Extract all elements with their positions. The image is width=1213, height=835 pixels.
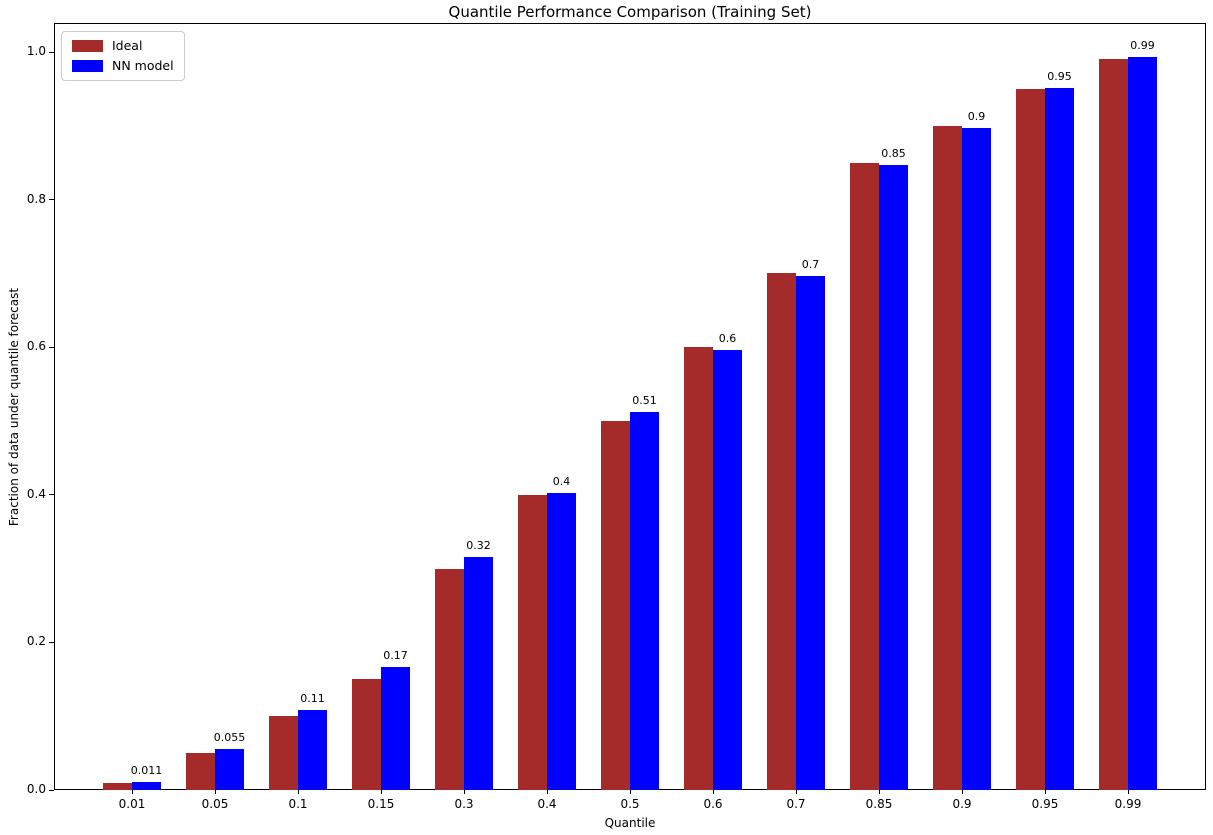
bar-value-label: 0.9 (967, 110, 986, 123)
bar-ideal (767, 273, 796, 790)
x-tick-mark (298, 790, 299, 794)
y-tick-label: 0.2 (26, 634, 46, 649)
bar-ideal (933, 126, 962, 790)
bar-value-label: 0.011 (130, 764, 163, 777)
x-tick-label: 0.1 (288, 797, 308, 811)
x-tick-mark (547, 790, 548, 794)
bar-value-label: 0.055 (213, 731, 246, 744)
y-tick-label: 0.8 (26, 191, 46, 206)
x-tick-mark (1128, 790, 1129, 794)
bar-value-label: 0.6 (718, 332, 737, 345)
bar-ideal (103, 783, 132, 790)
legend-item-ideal: Ideal (72, 39, 174, 53)
bar-value-label: 0.85 (881, 147, 906, 160)
chart-title: Quantile Performance Comparison (Trainin… (448, 3, 812, 21)
x-tick-label: 0.9 (952, 797, 972, 811)
bar-ideal (850, 163, 879, 790)
x-tick-label: 0.01 (118, 797, 146, 811)
x-tick-label: 0.4 (537, 797, 557, 811)
x-tick-mark (464, 790, 465, 794)
bar-value-label: 0.11 (300, 692, 325, 705)
bar-nn-model (464, 557, 493, 790)
x-tick-label: 0.99 (1114, 797, 1142, 811)
bar-nn-model (962, 128, 991, 790)
y-tick-label: 1.0 (26, 44, 46, 58)
y-axis-label: Fraction of data under quantile forecast (7, 287, 21, 527)
legend-swatch-ideal (72, 40, 103, 52)
legend-label-nn-model: NN model (112, 58, 174, 73)
y-tick-mark (49, 641, 54, 643)
y-tick-label: 0.6 (26, 339, 46, 354)
bar-nn-model (879, 165, 908, 790)
x-tick-mark (796, 790, 797, 794)
x-tick-label: 0.7 (786, 797, 806, 811)
y-tick-mark (49, 51, 54, 53)
y-tick-mark (49, 199, 54, 201)
bar-ideal (1016, 89, 1045, 790)
legend-label-ideal: Ideal (112, 38, 143, 53)
y-tick-label: 0.0 (26, 782, 46, 796)
x-tick-label: 0.6 (703, 797, 723, 811)
bar-ideal (352, 679, 381, 790)
y-tick-mark (49, 494, 54, 496)
x-tick-label: 0.85 (865, 797, 893, 811)
x-tick-mark (713, 790, 714, 794)
bar-nn-model (713, 350, 742, 790)
bar-value-label: 0.32 (466, 539, 491, 552)
bar-ideal (435, 569, 464, 790)
x-tick-mark (132, 790, 133, 794)
bar-nn-model (547, 493, 576, 790)
bar-nn-model (381, 667, 410, 790)
y-tick-label: 0.4 (26, 486, 46, 501)
bar-ideal (684, 347, 713, 790)
y-tick-mark (49, 346, 54, 348)
bar-nn-model (1128, 57, 1157, 790)
legend-swatch-nn-model (72, 60, 103, 72)
bar-nn-model (132, 782, 161, 790)
bar-ideal (518, 495, 547, 790)
x-tick-label: 0.95 (1031, 797, 1059, 811)
bar-value-label: 0.51 (632, 394, 657, 407)
legend: Ideal NN model (61, 31, 185, 81)
x-tick-label: 0.5 (620, 797, 640, 811)
x-tick-mark (1045, 790, 1046, 794)
x-axis-label: Quantile (604, 816, 656, 830)
bar-value-label: 0.4 (552, 475, 571, 488)
bar-value-label: 0.7 (801, 258, 820, 271)
x-tick-mark (381, 790, 382, 794)
bar-ideal (1099, 59, 1128, 790)
bar-nn-model (215, 749, 244, 790)
bar-value-label: 0.99 (1130, 39, 1155, 52)
bar-ideal (601, 421, 630, 790)
x-tick-label: 0.15 (367, 797, 395, 811)
legend-item-nn-model: NN model (72, 59, 174, 73)
x-tick-mark (879, 790, 880, 794)
bar-value-label: 0.95 (1047, 70, 1072, 83)
bar-nn-model (1045, 88, 1074, 790)
x-tick-mark (630, 790, 631, 794)
y-tick-mark (49, 789, 54, 791)
x-tick-label: 0.05 (201, 797, 229, 811)
x-tick-mark (215, 790, 216, 794)
bar-value-label: 0.17 (383, 649, 408, 662)
bar-nn-model (630, 412, 659, 790)
bar-ideal (186, 753, 215, 790)
bar-nn-model (796, 276, 825, 790)
x-tick-mark (962, 790, 963, 794)
bar-nn-model (298, 710, 327, 790)
x-tick-label: 0.3 (454, 797, 474, 811)
bar-ideal (269, 716, 298, 790)
